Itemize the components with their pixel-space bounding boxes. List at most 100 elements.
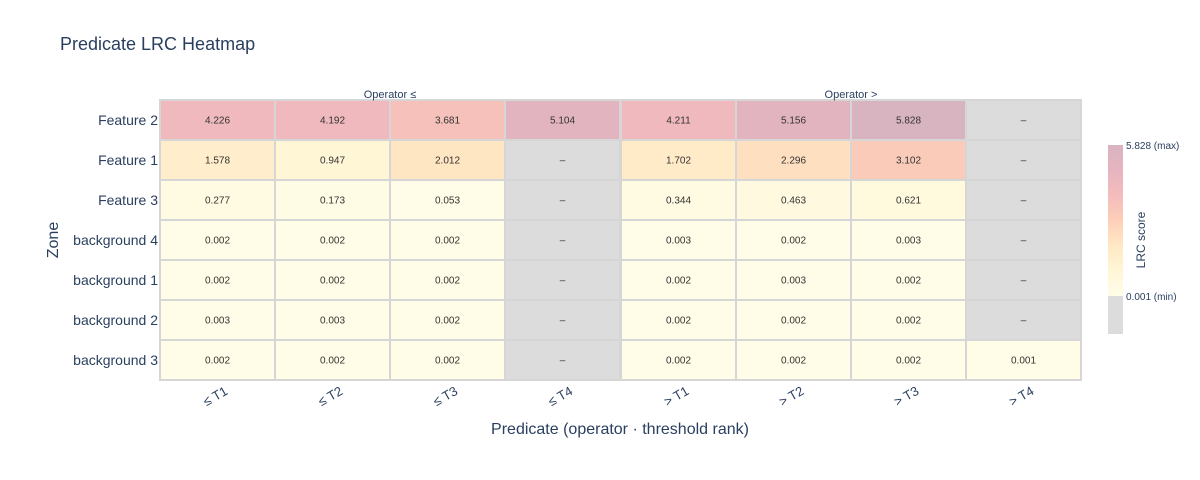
cell-value-label: 0.002	[781, 236, 806, 247]
cell-value-label: –	[560, 316, 566, 327]
y-tick-label: background 4	[73, 232, 158, 248]
cell-value-label: 0.002	[781, 356, 806, 367]
heatmap-cell	[850, 299, 967, 341]
colorbar-min-label: 0.001 (min)	[1126, 292, 1177, 303]
cell-value-label: 0.002	[666, 316, 691, 327]
cell-value-label: –	[560, 196, 566, 207]
cell-value-label: –	[560, 276, 566, 287]
y-tick-label: Feature 2	[98, 112, 158, 128]
heatmap-cell	[735, 139, 852, 181]
x-tick-label: ≤ T4	[545, 383, 575, 409]
cell-value-label: 0.344	[666, 196, 691, 207]
cell-value-label: 0.002	[435, 276, 460, 287]
heatmap-cells: 4.226 4.192 3.681 5.104 4.211 5.156 5.828 – 1.57…	[159, 99, 1082, 381]
cell-value-label: 0.001	[1011, 356, 1036, 367]
cell-value-label: –	[1021, 276, 1027, 287]
y-axis-title: Zone	[45, 222, 62, 259]
cell-value-label: 5.104	[550, 116, 575, 127]
cell-value-label: 0.463	[781, 196, 806, 207]
heatmap-cell	[850, 339, 967, 381]
cell-value-label: –	[1021, 236, 1027, 247]
cell-value-label: 1.578	[205, 156, 230, 167]
x-axis-tick-labels: ≤ T1 ≤ T2 ≤ T3 ≤ T4 > T1 > T2 > T3 > T4	[200, 383, 1036, 409]
cell-value-label: 2.296	[781, 156, 806, 167]
y-tick-label: background 3	[73, 352, 158, 368]
heatmap-cell	[735, 179, 852, 221]
group-label: Operator ≤	[364, 89, 417, 101]
cell-value-label: 0.002	[320, 276, 345, 287]
cell-value-label: –	[1021, 156, 1027, 167]
cell-value-label: 0.053	[435, 196, 460, 207]
heatmap-cell	[620, 259, 737, 301]
cell-value-label: 0.002	[205, 356, 230, 367]
cell-value-label: 0.002	[781, 316, 806, 327]
x-axis-title: Predicate (operator · threshold rank)	[491, 421, 749, 438]
cell-value-label: 0.003	[781, 276, 806, 287]
cell-value-label: 0.002	[205, 236, 230, 247]
heatmap-cell	[159, 179, 276, 221]
heatmap-cell	[389, 219, 506, 261]
y-tick-label: background 2	[73, 312, 158, 328]
heatmap-cell	[620, 299, 737, 341]
cell-value-label: 0.002	[666, 356, 691, 367]
cell-value-label: 0.003	[666, 236, 691, 247]
heatmap-cell	[159, 339, 276, 381]
y-tick-label: Feature 3	[98, 192, 158, 208]
cell-value-label: 0.002	[320, 356, 345, 367]
cell-value-label: 5.828	[896, 116, 921, 127]
heatmap-cell	[274, 139, 391, 181]
cell-value-label: 5.156	[781, 116, 806, 127]
cell-value-label: 0.002	[435, 316, 460, 327]
heatmap-cell	[389, 339, 506, 381]
cell-value-label: 0.173	[320, 196, 345, 207]
cell-value-label: 0.002	[896, 316, 921, 327]
heatmap-cell	[965, 299, 1082, 341]
cell-value-label: –	[1021, 196, 1027, 207]
heatmap-cell	[389, 179, 506, 221]
x-tick-label: ≤ T2	[315, 383, 345, 409]
cell-value-label: 0.621	[896, 196, 921, 207]
cell-value-label: 0.947	[320, 156, 345, 167]
cell-value-label: –	[1021, 116, 1027, 127]
cell-value-label: 4.211	[666, 116, 691, 127]
heatmap-cell	[274, 339, 391, 381]
operator-group-labels: Operator ≤ Operator >	[364, 89, 878, 101]
cell-value-label: 0.002	[896, 356, 921, 367]
cell-value-label: 1.702	[666, 156, 691, 167]
cell-value-label: 2.012	[435, 156, 460, 167]
heatmap-cell	[850, 219, 967, 261]
cell-value-label: 0.003	[896, 236, 921, 247]
cell-value-label: 4.226	[205, 116, 230, 127]
cell-value-label: –	[560, 156, 566, 167]
y-tick-label: background 1	[73, 272, 158, 288]
cell-value-label: –	[560, 356, 566, 367]
heatmap-cell	[735, 339, 852, 381]
cell-value-label: 0.002	[205, 276, 230, 287]
colorbar-missing-swatch	[1108, 296, 1123, 334]
heatmap-cell	[504, 179, 621, 221]
heatmap-cell	[965, 179, 1082, 221]
y-axis-tick-labels: Feature 2 Feature 1 Feature 3 background 4 b…	[73, 112, 158, 368]
cell-value-label: 0.277	[205, 196, 230, 207]
heatmap-cell	[850, 179, 967, 221]
cell-value-label: 3.681	[435, 116, 460, 127]
heatmap-cell	[965, 339, 1082, 381]
colorbar-gradient	[1108, 145, 1123, 296]
cell-value-label: 0.002	[666, 276, 691, 287]
heatmap-cell	[620, 179, 737, 221]
cell-value-label: –	[1021, 316, 1027, 327]
x-tick-label: ≤ T1	[200, 383, 230, 409]
x-tick-label: > T3	[891, 383, 921, 409]
heatmap-cell	[620, 219, 737, 261]
cell-value-label: 0.002	[435, 236, 460, 247]
heatmap-cell	[735, 299, 852, 341]
cell-value-label: 3.102	[896, 156, 921, 167]
cell-value-label: 0.002	[896, 276, 921, 287]
cell-value-label: 0.002	[435, 356, 460, 367]
heatmap-cell	[159, 99, 276, 141]
colorbar-title: LRC score	[1134, 211, 1148, 268]
cell-value-label: 4.192	[320, 116, 345, 127]
cell-value-label: 0.003	[205, 316, 230, 327]
heatmap-cell	[504, 259, 621, 301]
